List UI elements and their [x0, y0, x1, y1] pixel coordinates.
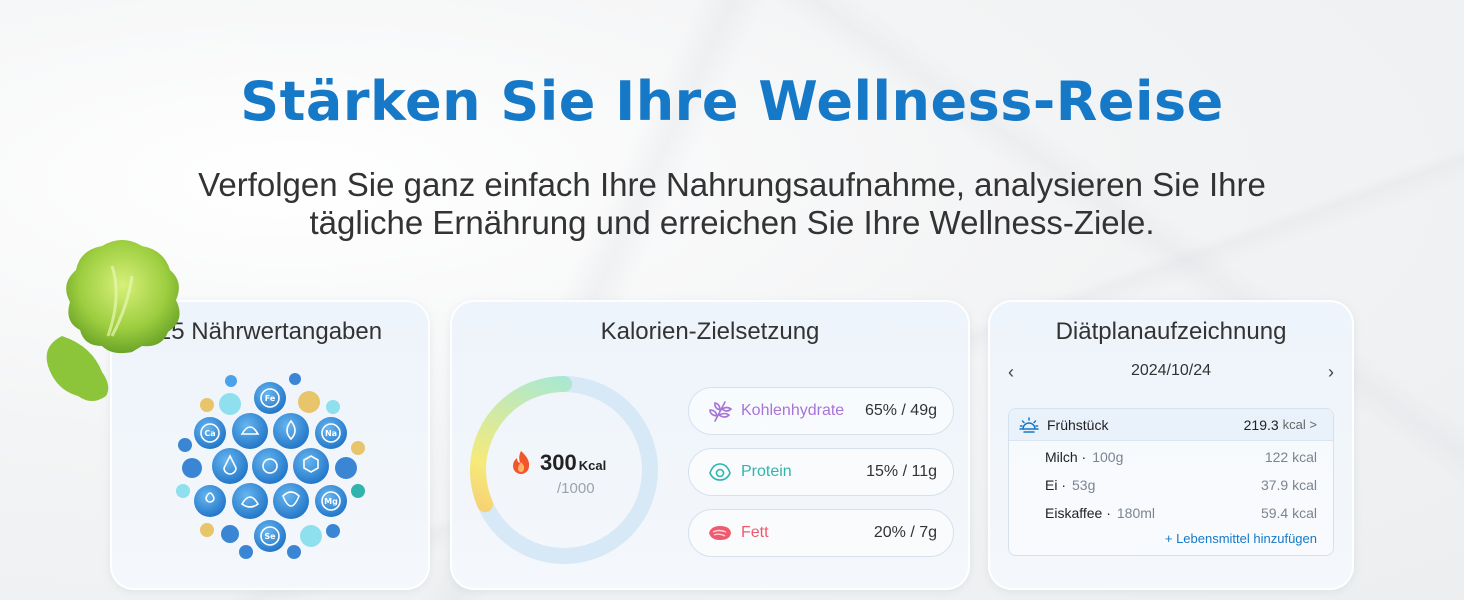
- add-food-button[interactable]: + Lebensmittel hinzufügen: [1164, 531, 1317, 546]
- food-item-kcal: 37.9 kcal: [1260, 477, 1317, 493]
- macro-protein-name: Protein: [741, 463, 792, 480]
- macro-carbs[interactable]: Kohlenhydrate 65% / 49g: [688, 387, 954, 435]
- date-next-button[interactable]: ›: [1328, 362, 1334, 382]
- food-item-name: Milch ·: [1045, 449, 1087, 465]
- page-subtitle: Verfolgen Sie ganz einfach Ihre Nahrungs…: [0, 166, 1464, 242]
- wheat-icon: [709, 401, 733, 422]
- calorie-card-title: Kalorien-Zielsetzung: [600, 318, 820, 345]
- calorie-goal: /1000: [557, 480, 595, 497]
- meal-name: Frühstück: [1047, 416, 1109, 433]
- diet-plan-card: Diätplanaufzeichnung 2024/10/24 ‹ › Früh…: [988, 300, 1354, 590]
- calorie-unit: Kcal: [578, 458, 607, 473]
- food-item-qty: 180ml: [1116, 505, 1156, 521]
- macro-carbs-name: Kohlenhydrate: [741, 402, 845, 419]
- element-fe-label: Fe: [265, 394, 276, 403]
- nutrient-bubbles-icon: Fe Ca Na Mg Se: [176, 373, 365, 559]
- calorie-card: Kalorien-Zielsetzung 300 Kcal /1000: [450, 300, 970, 590]
- food-item-name: Ei ·: [1045, 477, 1066, 493]
- meat-icon: [709, 526, 731, 540]
- egg-icon: [709, 463, 731, 481]
- food-item[interactable]: Eiskaffee · 180ml 59.4 kcal: [1045, 505, 1317, 521]
- flame-icon: [513, 451, 530, 474]
- lettuce-icon: [46, 240, 180, 401]
- diet-plan-card-title: Diätplanaufzeichnung: [1055, 318, 1287, 345]
- macro-protein[interactable]: Protein 15% / 11g: [688, 448, 954, 496]
- macro-carbs-value: 65% / 49g: [864, 402, 937, 419]
- nutrients-card-title: 25 Nährwertangaben: [157, 318, 383, 345]
- macro-fat-name: Fett: [741, 524, 769, 541]
- calorie-value: 300: [540, 450, 577, 475]
- date-prev-button[interactable]: ‹: [1008, 362, 1014, 382]
- calorie-ring-fill: [470, 376, 658, 564]
- meal-header-breakfast[interactable]: Frühstück 219.3 kcal >: [1009, 409, 1333, 441]
- food-item-qty: 100g: [1092, 449, 1124, 465]
- element-na-label: Na: [325, 429, 337, 438]
- calorie-current: 300 Kcal: [510, 450, 630, 476]
- food-item[interactable]: Ei · 53g 37.9 kcal: [1045, 477, 1317, 493]
- food-item-kcal: 59.4 kcal: [1260, 505, 1317, 521]
- meal-kcal-unit: kcal >: [1282, 417, 1317, 432]
- element-se-label: Se: [264, 532, 276, 541]
- sunrise-icon: [1019, 416, 1039, 433]
- calorie-progress-ring: [470, 376, 658, 564]
- food-item-name: Eiskaffee ·: [1045, 505, 1111, 521]
- subtitle-line-2: tägliche Ernährung und erreichen Sie Ihr…: [309, 204, 1155, 241]
- nutrients-card: 25 Nährwertangaben: [110, 300, 430, 590]
- page-title: Stärken Sie Ihre Wellness-Reise: [240, 70, 1224, 133]
- macro-fat[interactable]: Fett 20% / 7g: [688, 509, 954, 557]
- food-item-kcal: 122 kcal: [1264, 449, 1317, 465]
- meal-kcal: 219.3: [1243, 416, 1279, 433]
- diet-plan-date: 2024/10/24: [1130, 362, 1212, 379]
- meal-panel-breakfast: Frühstück 219.3 kcal > Milch · 100g 122 …: [1008, 408, 1334, 556]
- food-item-qty: 53g: [1072, 477, 1096, 493]
- food-item[interactable]: Milch · 100g 122 kcal: [1045, 449, 1317, 465]
- element-mg-label: Mg: [324, 497, 338, 506]
- macro-fat-value: 20% / 7g: [873, 524, 937, 541]
- element-ca-label: Ca: [204, 429, 215, 438]
- subtitle-line-1: Verfolgen Sie ganz einfach Ihre Nahrungs…: [198, 166, 1266, 203]
- macro-protein-value: 15% / 11g: [866, 463, 937, 480]
